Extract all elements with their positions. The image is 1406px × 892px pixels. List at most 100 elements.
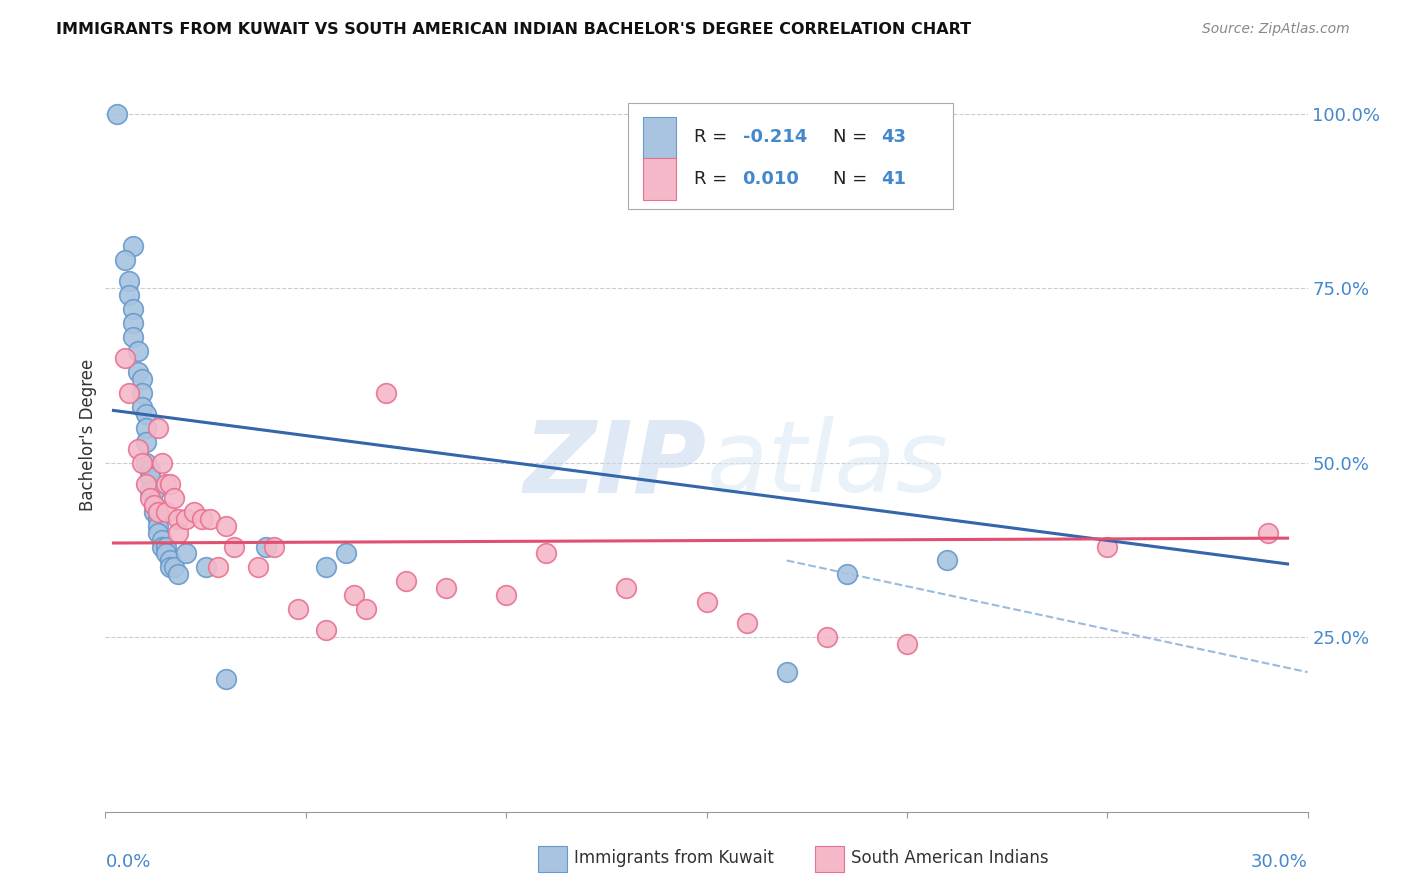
Point <box>142 505 165 519</box>
Point <box>1097 540 1119 554</box>
Point <box>194 560 217 574</box>
Point <box>146 511 169 525</box>
Point <box>335 547 357 561</box>
Point <box>155 476 177 491</box>
Point <box>696 595 718 609</box>
Text: South American Indians: South American Indians <box>851 849 1049 867</box>
Point <box>142 498 165 512</box>
Point <box>131 372 153 386</box>
Point <box>135 434 157 449</box>
Point <box>374 386 398 401</box>
Point <box>1257 525 1279 540</box>
Point <box>222 540 245 554</box>
Bar <box>643 117 676 158</box>
Point <box>174 547 197 561</box>
Point <box>127 344 149 359</box>
Point <box>735 616 758 631</box>
Point <box>131 456 153 470</box>
Text: N =: N = <box>832 170 873 188</box>
Point <box>146 525 169 540</box>
Point <box>162 491 184 505</box>
Point <box>815 630 838 644</box>
Point <box>131 400 153 414</box>
Point <box>534 547 557 561</box>
Point <box>150 533 173 547</box>
Point <box>835 567 858 582</box>
Point <box>936 553 959 567</box>
Point <box>155 505 177 519</box>
Point <box>118 386 141 401</box>
Point <box>118 288 141 302</box>
Text: Source: ZipAtlas.com: Source: ZipAtlas.com <box>1202 22 1350 37</box>
Text: -0.214: -0.214 <box>742 128 807 146</box>
Point <box>214 518 236 533</box>
Point <box>135 456 157 470</box>
Text: atlas: atlas <box>707 417 948 514</box>
Text: 0.010: 0.010 <box>742 170 800 188</box>
Text: 41: 41 <box>880 170 905 188</box>
Point <box>776 665 799 680</box>
FancyBboxPatch shape <box>628 103 953 209</box>
Point <box>150 540 173 554</box>
Bar <box>538 846 567 872</box>
Point <box>118 274 141 288</box>
Point <box>146 518 169 533</box>
Point <box>122 239 145 253</box>
Point <box>315 560 337 574</box>
Point <box>150 456 173 470</box>
Point <box>896 637 918 651</box>
Point <box>155 547 177 561</box>
Point <box>142 483 165 498</box>
Point <box>138 491 160 505</box>
Point <box>254 540 277 554</box>
Point <box>343 588 366 602</box>
Point <box>107 107 129 121</box>
Bar <box>814 846 844 872</box>
Point <box>146 505 169 519</box>
Point <box>114 351 136 365</box>
Point <box>246 560 269 574</box>
Text: R =: R = <box>695 128 734 146</box>
Point <box>122 316 145 330</box>
Point <box>174 511 197 525</box>
Point <box>142 498 165 512</box>
Point <box>159 476 181 491</box>
Text: R =: R = <box>695 170 734 188</box>
Text: IMMIGRANTS FROM KUWAIT VS SOUTH AMERICAN INDIAN BACHELOR'S DEGREE CORRELATION CH: IMMIGRANTS FROM KUWAIT VS SOUTH AMERICAN… <box>56 22 972 37</box>
Y-axis label: Bachelor's Degree: Bachelor's Degree <box>79 359 97 511</box>
Point <box>183 505 205 519</box>
Point <box>287 602 309 616</box>
Point <box>263 540 285 554</box>
Point <box>122 302 145 317</box>
Point <box>122 330 145 344</box>
Point <box>214 672 236 686</box>
Point <box>315 624 337 638</box>
Point <box>127 365 149 379</box>
Point <box>138 483 160 498</box>
Text: 43: 43 <box>880 128 905 146</box>
Text: 0.0%: 0.0% <box>105 853 150 871</box>
Point <box>495 588 517 602</box>
Point <box>135 476 157 491</box>
Point <box>135 421 157 435</box>
Point <box>616 582 638 596</box>
Point <box>127 442 149 456</box>
Point <box>155 540 177 554</box>
Bar <box>643 158 676 200</box>
Text: Immigrants from Kuwait: Immigrants from Kuwait <box>574 849 775 867</box>
Point <box>131 386 153 401</box>
Point <box>159 560 181 574</box>
Point <box>138 463 160 477</box>
Text: N =: N = <box>832 128 873 146</box>
Point <box>166 525 188 540</box>
Point <box>138 469 160 483</box>
Point <box>395 574 418 589</box>
Point <box>207 560 229 574</box>
Text: 30.0%: 30.0% <box>1251 853 1308 871</box>
Point <box>159 553 181 567</box>
Point <box>162 560 184 574</box>
Point <box>146 421 169 435</box>
Text: ZIP: ZIP <box>523 417 707 514</box>
Point <box>198 511 221 525</box>
Point <box>114 253 136 268</box>
